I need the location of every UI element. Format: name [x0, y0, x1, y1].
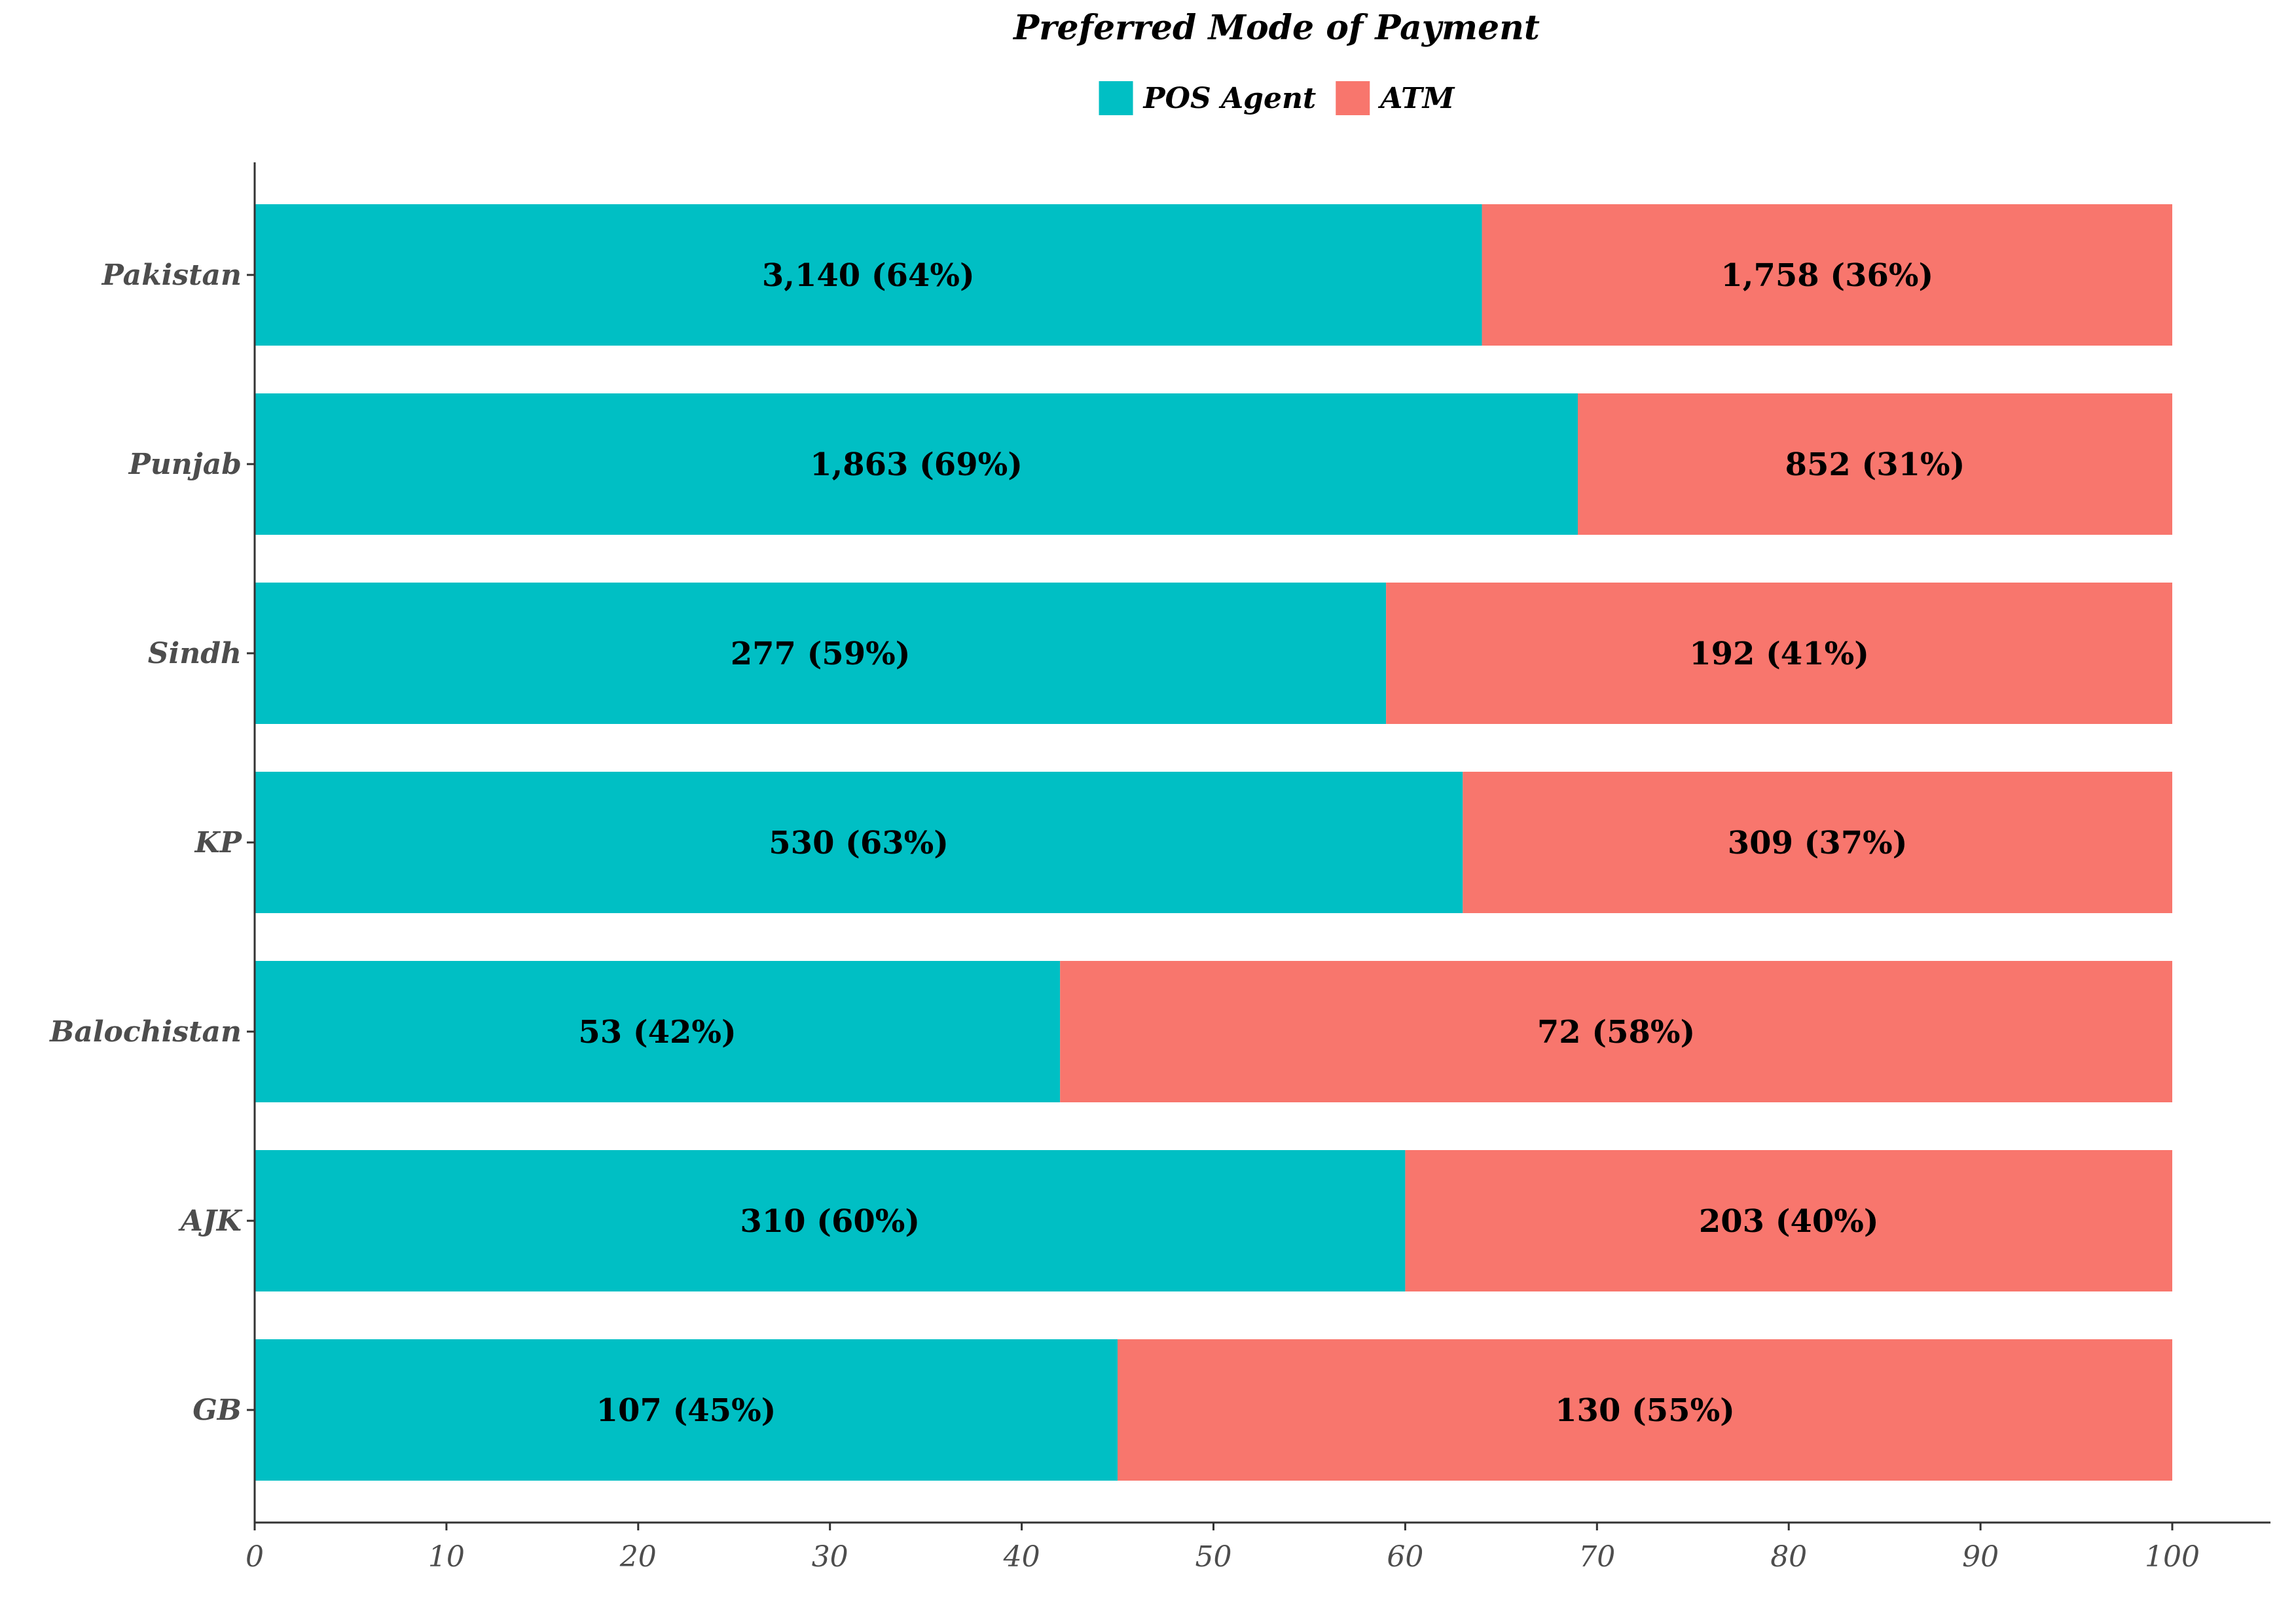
category-label-gb: GB	[192, 1394, 242, 1427]
legend-label-atm: ATM	[1377, 82, 1455, 115]
x-tick-label-80: 80	[1770, 1540, 1807, 1574]
bar-pakistan-atm	[1482, 204, 2172, 346]
data-label-punjab-atm: 852 (31%)	[1785, 446, 1965, 483]
chart-title: Preferred Mode of Payment	[1012, 8, 1540, 48]
data-label-pakistan-atm: 1,758 (36%)	[1721, 257, 1933, 294]
legend-swatch-pos-agent	[1099, 81, 1133, 115]
legend: POS Agent ATM	[1099, 81, 1455, 115]
category-label-pakistan: Pakistan	[101, 259, 242, 292]
data-labels-group: 3,140 (64%) 1,758 (36%) 1,863 (69%) 852 (31…	[578, 257, 1965, 1429]
data-label-gb-atm: 130 (55%)	[1555, 1392, 1735, 1429]
bar-kp-pos-agent	[255, 772, 1463, 913]
bars-group	[255, 204, 2172, 1481]
bar-gb-atm	[1118, 1339, 2172, 1481]
bar-gb-pos-agent	[255, 1339, 1118, 1481]
bar-balochistan-atm	[1060, 961, 2172, 1102]
data-label-sindh-pos-agent: 277 (59%)	[731, 636, 911, 672]
x-tick-label-100: 100	[2145, 1540, 2200, 1574]
data-label-sindh-atm: 192 (41%)	[1689, 636, 1869, 672]
category-label-balochistan: Balochistan	[48, 1015, 242, 1049]
legend-label-pos-agent: POS Agent	[1142, 82, 1317, 115]
x-tick-label-50: 50	[1195, 1540, 1232, 1574]
data-label-kp-pos-agent: 530 (63%)	[769, 825, 949, 861]
x-tick-label-40: 40	[1003, 1540, 1040, 1574]
category-label-kp: KP	[194, 826, 243, 859]
data-label-gb-pos-agent: 107 (45%)	[596, 1392, 776, 1429]
category-label-sindh: Sindh	[148, 637, 242, 670]
category-label-punjab: Punjab	[128, 448, 242, 481]
bar-ajk-atm	[1405, 1150, 2172, 1291]
y-axis: Pakistan Punjab Sindh KP Balochistan AJK GB	[48, 162, 256, 1523]
bar-punjab-pos-agent	[255, 393, 1578, 535]
bar-punjab-atm	[1578, 393, 2172, 535]
bar-sindh-atm	[1386, 583, 2172, 724]
data-label-balochistan-atm: 72 (58%)	[1537, 1014, 1695, 1051]
x-tick-label-90: 90	[1962, 1540, 1999, 1574]
bar-sindh-pos-agent	[255, 583, 1387, 724]
bar-kp-atm	[1463, 772, 2172, 913]
x-tick-label-20: 20	[619, 1540, 657, 1574]
x-axis: 0 10 20 30 40 50 60 70 80 90 100	[246, 1521, 2270, 1574]
bar-ajk-pos-agent	[255, 1150, 1406, 1291]
x-tick-label-10: 10	[428, 1540, 465, 1574]
data-label-kp-atm: 309 (37%)	[1728, 825, 1908, 861]
legend-swatch-atm	[1336, 81, 1370, 115]
category-label-ajk: AJK	[178, 1204, 243, 1238]
data-label-balochistan-pos-agent: 53 (42%)	[578, 1014, 736, 1051]
x-tick-label-70: 70	[1578, 1540, 1615, 1574]
data-label-pakistan-pos-agent: 3,140 (64%)	[762, 257, 975, 294]
x-tick-label-0: 0	[246, 1540, 264, 1574]
data-label-ajk-atm: 203 (40%)	[1699, 1203, 1879, 1240]
x-tick-label-30: 30	[812, 1540, 848, 1574]
bar-pakistan-pos-agent	[255, 204, 1482, 346]
bar-balochistan-pos-agent	[255, 961, 1061, 1102]
data-label-punjab-pos-agent: 1,863 (69%)	[810, 446, 1023, 483]
x-tick-label-60: 60	[1387, 1540, 1423, 1574]
data-label-ajk-pos-agent: 310 (60%)	[740, 1203, 920, 1240]
